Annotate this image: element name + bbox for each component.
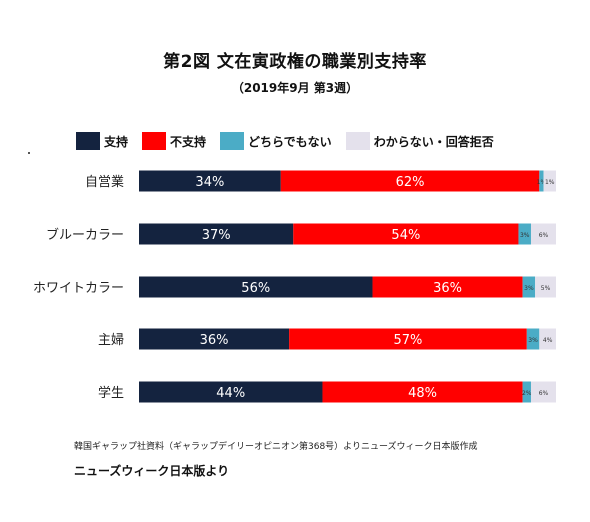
data-label: 56% <box>241 281 270 296</box>
legend-swatch-neither <box>220 132 245 150</box>
bar-segment <box>522 276 536 298</box>
category-label: ブルーカラー <box>46 227 124 243</box>
bar-segment <box>139 381 323 403</box>
legend-swatch-support <box>76 132 100 150</box>
data-label: 44% <box>216 386 245 401</box>
bar-segment <box>293 223 519 245</box>
category-label: 学生 <box>98 385 124 401</box>
bar-segment <box>539 170 544 192</box>
bar-segment <box>139 276 373 298</box>
bar-segment <box>322 381 523 403</box>
data-label: 57% <box>394 333 423 348</box>
bar-segment <box>139 328 290 350</box>
data-label: 36% <box>433 281 462 296</box>
data-label: 37% <box>202 228 231 243</box>
data-label: 3% <box>524 285 534 292</box>
legend-swatch-dontknow <box>345 132 370 150</box>
bar-segment <box>372 276 523 298</box>
legend-item-dontknow: わからない・回答拒否 <box>345 132 494 150</box>
data-label: 3% <box>528 337 538 344</box>
bar-segment <box>280 170 540 192</box>
chart-title: 第2図 文在寅政権の職業別支持率 <box>163 52 427 72</box>
category-label: 主婦 <box>98 332 124 348</box>
stray-dot <box>28 152 30 154</box>
data-label: 54% <box>391 228 420 243</box>
bar-segment <box>518 223 531 245</box>
data-label: 62% <box>396 175 425 190</box>
bar-segment <box>530 381 556 403</box>
source-note: 韓国ギャラップ社資料（ギャラップデイリーオピニオン第368号）よりニューズウィー… <box>74 442 478 452</box>
category-label: ホワイトカラー <box>33 281 124 296</box>
bar-segment <box>522 381 531 403</box>
data-label: 2% <box>522 390 532 397</box>
chart-subtitle: （2019年9月 第3週） <box>231 81 359 95</box>
data-label: 36% <box>200 333 229 348</box>
bar-segment <box>530 223 556 245</box>
legend-label-nonsupport: 不支持 <box>170 134 207 149</box>
data-label: 48% <box>408 386 437 401</box>
bar-segment <box>289 328 527 350</box>
legend-item-neither: どちらでもない <box>220 132 332 150</box>
legend-label-dontknow: わからない・回答拒否 <box>373 134 494 149</box>
data-label: 1% <box>537 179 547 186</box>
bar-segment <box>526 328 540 350</box>
bar-segment <box>539 328 556 350</box>
legend-label-neither: どちらでもない <box>248 134 332 149</box>
legend-swatch-nonsupport <box>142 132 167 150</box>
bar-segment <box>543 170 556 192</box>
bar-segment <box>139 170 281 192</box>
data-label: 5% <box>541 285 551 292</box>
legend-label-support: 支持 <box>104 134 129 149</box>
data-label: 6% <box>539 390 549 397</box>
data-label: 3% <box>520 232 530 239</box>
data-label: 34% <box>195 175 224 190</box>
data-label: 4% <box>543 337 553 344</box>
data-label: 1% <box>545 179 555 186</box>
legend: 支持 不支持 どちらでもない わからない・回答拒否 <box>76 132 508 150</box>
bar-segment <box>139 223 294 245</box>
category-label: 自営業 <box>85 174 124 190</box>
data-label: 6% <box>539 232 549 239</box>
bar-segment <box>535 276 556 298</box>
legend-item-support: 支持 <box>76 132 128 150</box>
legend-item-nonsupport: 不支持 <box>142 132 206 150</box>
credit-line: ニューズウィーク日本版より <box>74 464 230 478</box>
